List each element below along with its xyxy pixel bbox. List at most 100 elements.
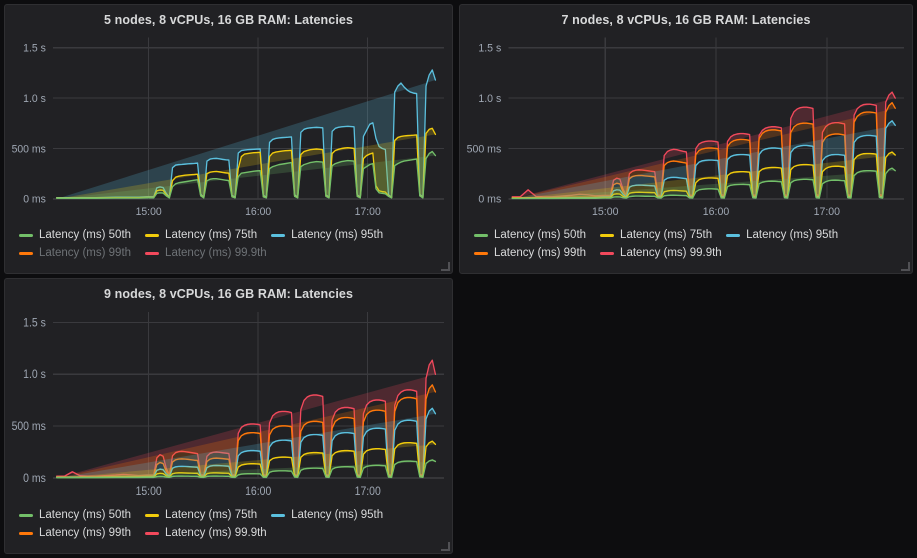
series-area-fill	[56, 360, 436, 479]
legend-item-p75[interactable]: Latency (ms) 75th	[145, 229, 257, 242]
panel-5-nodes[interactable]: 5 nodes, 8 vCPUs, 16 GB RAM: Latencies 1…	[4, 4, 453, 274]
series-latency-ms-95th	[56, 69, 437, 199]
legend-label: Latency (ms) 99th	[39, 527, 132, 539]
x-axis-tick-label: 15:00	[136, 206, 162, 219]
legend-item-p75[interactable]: Latency (ms) 75th	[600, 229, 712, 242]
series-area-fill	[512, 92, 896, 199]
series-line	[511, 91, 896, 198]
series-latency-ms-99th	[511, 101, 896, 199]
timeseries-chart[interactable]: 1.5 s 1.0 s 500 ms 0 ms 15:00 16:00 17:00	[460, 29, 912, 225]
legend-swatch-p75-icon	[145, 234, 160, 237]
series-area-fill	[56, 151, 436, 199]
legend-swatch-p99-icon	[19, 532, 33, 535]
y-axis-tick-label: 1.5 s	[478, 42, 501, 54]
panel-cell-1: 5 nodes, 8 vCPUs, 16 GB RAM: Latencies 1…	[0, 0, 457, 278]
series-line	[511, 151, 896, 199]
x-axis-tick-label: 17:00	[355, 206, 381, 219]
legend-label: Latency (ms) 99th	[494, 247, 587, 259]
timeseries-chart[interactable]: 1.5 s 1.0 s 500 ms 0 ms 15:00 16:00 17:00	[5, 303, 452, 505]
timeseries-chart[interactable]: 1.5 s 1.0 s 500 ms 0 ms 15:00 16:00 17:00	[5, 29, 452, 225]
series-line	[511, 167, 896, 200]
legend-label: Latency (ms) 95th	[291, 229, 384, 241]
panel-title[interactable]: 9 nodes, 8 vCPUs, 16 GB RAM: Latencies	[103, 287, 353, 301]
empty-panel-slot	[457, 278, 917, 558]
resize-handle-icon[interactable]	[440, 541, 450, 551]
legend-swatch-p50-icon	[19, 234, 33, 237]
plot-area[interactable]: 1.5 s 1.0 s 500 ms 0 ms 15:00 16:00 17:00	[460, 29, 912, 225]
y-axis-tick-label: 0 ms	[23, 193, 46, 206]
legend-item-p75[interactable]: Latency (ms) 75th	[145, 509, 257, 522]
legend[interactable]: Latency (ms) 50th Latency (ms) 75th Latenc…	[5, 505, 452, 553]
x-axis-tick-label: 16:00	[245, 485, 271, 498]
series-area-fill	[56, 69, 436, 199]
resize-handle-icon[interactable]	[440, 261, 450, 271]
series-area-fill	[56, 441, 436, 479]
legend-item-p50[interactable]: Latency (ms) 50th	[474, 229, 586, 242]
plot-area[interactable]: 1.5 s 1.0 s 500 ms 0 ms 15:00 16:00 17:00	[5, 303, 452, 505]
x-axis-tick-label: 17:00	[355, 485, 381, 498]
series-line	[511, 120, 896, 199]
legend-label: Latency (ms) 99.9th	[620, 247, 722, 259]
y-axis-tick-label: 500 ms	[12, 421, 47, 434]
plot-area[interactable]: 1.5 s 1.0 s 500 ms 0 ms 15:00 16:00 17:00	[5, 29, 452, 225]
y-axis-tick-label: 1.5 s	[23, 42, 46, 55]
series-latency-ms-50th	[511, 167, 896, 200]
legend-item-p99[interactable]: Latency (ms) 99th	[474, 247, 586, 260]
legend-swatch-p99-icon	[474, 252, 488, 255]
legend-item-p99[interactable]: Latency (ms) 99th	[19, 527, 131, 540]
y-axis-tick-label: 500 ms	[12, 143, 47, 156]
legend-label: Latency (ms) 75th	[165, 509, 258, 521]
series-line	[56, 459, 437, 479]
legend-swatch-p95-icon	[726, 234, 741, 237]
legend-label: Latency (ms) 95th	[746, 229, 839, 241]
legend-label: Latency (ms) 95th	[291, 509, 384, 521]
legend-swatch-p95-icon	[271, 514, 286, 517]
y-axis-tick-label: 0 ms	[23, 472, 46, 485]
legend-item-p95[interactable]: Latency (ms) 95th	[271, 229, 383, 242]
x-axis-tick-label: 15:00	[592, 206, 618, 218]
legend[interactable]: Latency (ms) 50th Latency (ms) 75th Latenc…	[5, 225, 452, 273]
legend-label: Latency (ms) 50th	[39, 229, 132, 241]
panel-7-nodes[interactable]: 7 nodes, 8 vCPUs, 16 GB RAM: Latencies 1…	[459, 4, 913, 274]
legend-label: Latency (ms) 99.9th	[165, 247, 267, 259]
legend-swatch-p95-icon	[271, 234, 286, 237]
y-axis-tick-label: 1.0 s	[23, 369, 46, 382]
panel-title[interactable]: 5 nodes, 8 vCPUs, 16 GB RAM: Latencies	[103, 13, 353, 27]
panel-title[interactable]: 7 nodes, 8 vCPUs, 16 GB RAM: Latencies	[561, 13, 811, 27]
series-line	[56, 69, 437, 199]
x-axis-tick-label: 15:00	[136, 485, 162, 498]
panel-cell-3: 9 nodes, 8 vCPUs, 16 GB RAM: Latencies 1…	[0, 278, 457, 558]
legend-label: Latency (ms) 99.9th	[165, 527, 267, 539]
legend-item-p95[interactable]: Latency (ms) 95th	[271, 509, 383, 522]
legend-swatch-p999-icon	[145, 252, 160, 255]
legend-swatch-p99-icon	[19, 252, 33, 255]
series-line	[511, 101, 896, 199]
y-axis-tick-label: 1.0 s	[478, 93, 501, 105]
legend[interactable]: Latency (ms) 50th Latency (ms) 75th Latenc…	[460, 225, 912, 273]
legend-item-p50[interactable]: Latency (ms) 50th	[19, 509, 131, 522]
series-latency-ms-95th	[56, 407, 437, 479]
series-area-fill	[56, 408, 436, 479]
legend-item-p99[interactable]: Latency (ms) 99th	[19, 247, 131, 260]
legend-item-p999[interactable]: Latency (ms) 99.9th	[145, 527, 267, 540]
y-axis-tick-label: 1.0 s	[23, 93, 46, 106]
series-latency-ms-50th	[56, 150, 437, 199]
legend-item-p999[interactable]: Latency (ms) 99.9th	[145, 247, 267, 260]
legend-swatch-p75-icon	[145, 514, 160, 517]
legend-label: Latency (ms) 50th	[494, 229, 587, 241]
y-axis-tick-label: 0 ms	[478, 193, 501, 205]
legend-item-p50[interactable]: Latency (ms) 50th	[19, 229, 131, 242]
panel-9-nodes[interactable]: 9 nodes, 8 vCPUs, 16 GB RAM: Latencies 1…	[4, 278, 453, 554]
legend-item-p95[interactable]: Latency (ms) 95th	[726, 229, 838, 242]
series-latency-ms-75th	[511, 151, 896, 199]
legend-swatch-p999-icon	[145, 532, 160, 535]
legend-swatch-p50-icon	[19, 514, 33, 517]
series-area-fill	[512, 168, 896, 199]
series-line	[56, 359, 437, 477]
legend-swatch-p75-icon	[600, 234, 615, 237]
resize-handle-icon[interactable]	[900, 261, 910, 271]
series-line	[56, 440, 437, 479]
legend-item-p999[interactable]: Latency (ms) 99.9th	[600, 247, 722, 260]
series-latency-ms-99-9th	[56, 359, 437, 479]
